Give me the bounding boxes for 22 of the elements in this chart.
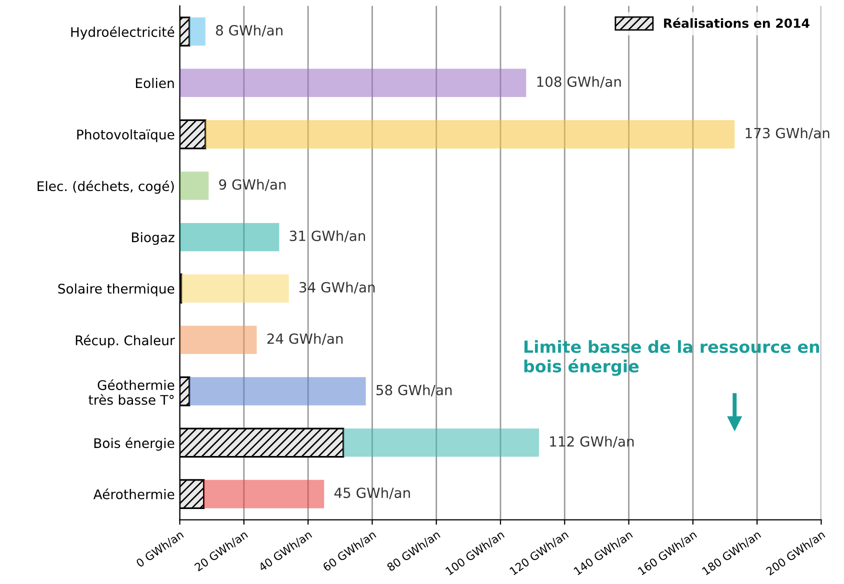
y-tick-label: Géothermie très basse T°	[88, 379, 174, 405]
y-tick-label: Bois énergie	[94, 437, 174, 451]
y-tick-label: Hydroélectricité	[71, 26, 174, 40]
y-tick-label: Biogaz	[132, 232, 174, 245]
y-tick-label: Récup. Chaleur	[76, 334, 175, 348]
total-label: 8 GWh/an	[216, 24, 282, 37]
y-tick-label: Aérothermie	[93, 488, 174, 500]
y-tick-label: Elec. (déchets, cogé)	[38, 180, 174, 194]
total-label: 24 GWh/an	[267, 333, 343, 346]
total-label: 108 GWh/an	[537, 76, 621, 88]
legend-label: Réalisations en 2014	[664, 18, 810, 28]
y-tick-label: Photovoltaïque	[77, 129, 174, 142]
y-tick-label: Eolien	[136, 78, 174, 88]
total-label: 58 GWh/an	[376, 384, 452, 396]
y-tick-label: Solaire thermique	[58, 283, 174, 296]
total-label: 45 GWh/an	[334, 487, 410, 500]
total-label: 173 GWh/an	[746, 128, 830, 140]
total-label: 34 GWh/an	[299, 282, 375, 294]
annotation: Limite basse de la ressource en bois énergie	[524, 340, 820, 376]
total-label: 112 GWh/an	[550, 436, 634, 448]
total-label: 31 GWh/an	[290, 230, 366, 242]
total-label: 9 GWh/an	[219, 178, 286, 191]
